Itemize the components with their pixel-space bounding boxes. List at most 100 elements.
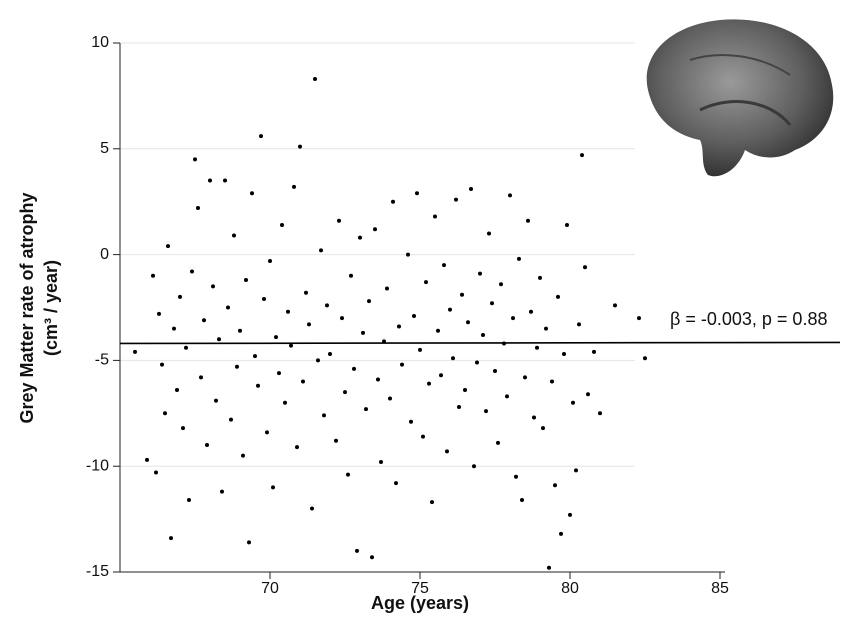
point <box>391 199 395 204</box>
point <box>406 252 410 257</box>
point <box>244 277 248 282</box>
point <box>316 358 320 363</box>
point <box>238 328 242 333</box>
point <box>373 227 377 232</box>
point <box>478 271 482 276</box>
point <box>415 191 419 196</box>
point <box>196 206 200 211</box>
point <box>544 326 548 331</box>
x-tick-label: 70 <box>261 580 279 597</box>
point <box>541 426 545 431</box>
y-tick-label: -15 <box>86 563 109 580</box>
point <box>463 388 467 393</box>
point <box>346 472 350 477</box>
point <box>202 318 206 323</box>
y-axis-label: Grey Matter rate of atrophy <box>17 192 37 423</box>
point <box>160 362 164 367</box>
point <box>457 404 461 409</box>
annotation: β = -0.003, p = 0.88 <box>670 309 827 329</box>
point <box>292 184 296 189</box>
point <box>433 214 437 219</box>
point <box>358 235 362 240</box>
point <box>439 373 443 378</box>
point <box>175 388 179 393</box>
point <box>289 343 293 348</box>
point <box>241 453 245 458</box>
point <box>520 498 524 503</box>
point <box>637 316 641 321</box>
point <box>226 305 230 310</box>
point <box>181 426 185 431</box>
point <box>190 269 194 274</box>
point <box>598 411 602 416</box>
point <box>586 392 590 397</box>
point <box>448 307 452 312</box>
point <box>259 134 263 139</box>
point <box>277 371 281 376</box>
point <box>274 335 278 340</box>
point <box>568 512 572 517</box>
point <box>430 500 434 505</box>
point <box>193 157 197 162</box>
point <box>562 352 566 357</box>
point <box>178 294 182 299</box>
point <box>283 400 287 405</box>
point <box>364 407 368 412</box>
point <box>184 345 188 350</box>
point <box>235 364 239 369</box>
point <box>262 297 266 302</box>
point <box>580 153 584 158</box>
point <box>157 311 161 316</box>
y-axis-label: (cm³ / year) <box>41 260 61 356</box>
point <box>532 415 536 420</box>
point <box>325 303 329 308</box>
point <box>250 191 254 196</box>
point <box>550 379 554 384</box>
point <box>229 417 233 422</box>
point <box>526 218 530 223</box>
point <box>538 275 542 280</box>
point <box>145 457 149 462</box>
point <box>556 294 560 299</box>
point <box>424 280 428 285</box>
point <box>385 286 389 291</box>
point <box>298 144 302 149</box>
point <box>472 464 476 469</box>
point <box>490 301 494 306</box>
point <box>220 489 224 494</box>
point <box>481 333 485 338</box>
point <box>166 244 170 249</box>
point <box>505 394 509 399</box>
point <box>295 445 299 450</box>
point <box>418 347 422 352</box>
point <box>499 282 503 287</box>
point <box>427 381 431 386</box>
point <box>553 483 557 488</box>
point <box>268 258 272 263</box>
point <box>643 356 647 361</box>
point <box>475 360 479 365</box>
point <box>286 309 290 314</box>
point <box>307 322 311 327</box>
point <box>253 354 257 359</box>
point <box>613 303 617 308</box>
point <box>208 178 212 183</box>
point <box>328 352 332 357</box>
point <box>361 330 365 335</box>
point <box>379 459 383 464</box>
point <box>301 379 305 384</box>
point <box>484 409 488 414</box>
point <box>256 383 260 388</box>
point <box>574 468 578 473</box>
point <box>517 256 521 261</box>
x-tick-label: 75 <box>411 580 429 597</box>
point <box>133 349 137 354</box>
point <box>445 449 449 454</box>
y-tick-label: 10 <box>91 34 109 51</box>
point <box>187 498 191 503</box>
point <box>559 531 563 536</box>
point <box>172 326 176 331</box>
point <box>454 197 458 202</box>
point <box>310 506 314 511</box>
point <box>154 470 158 475</box>
